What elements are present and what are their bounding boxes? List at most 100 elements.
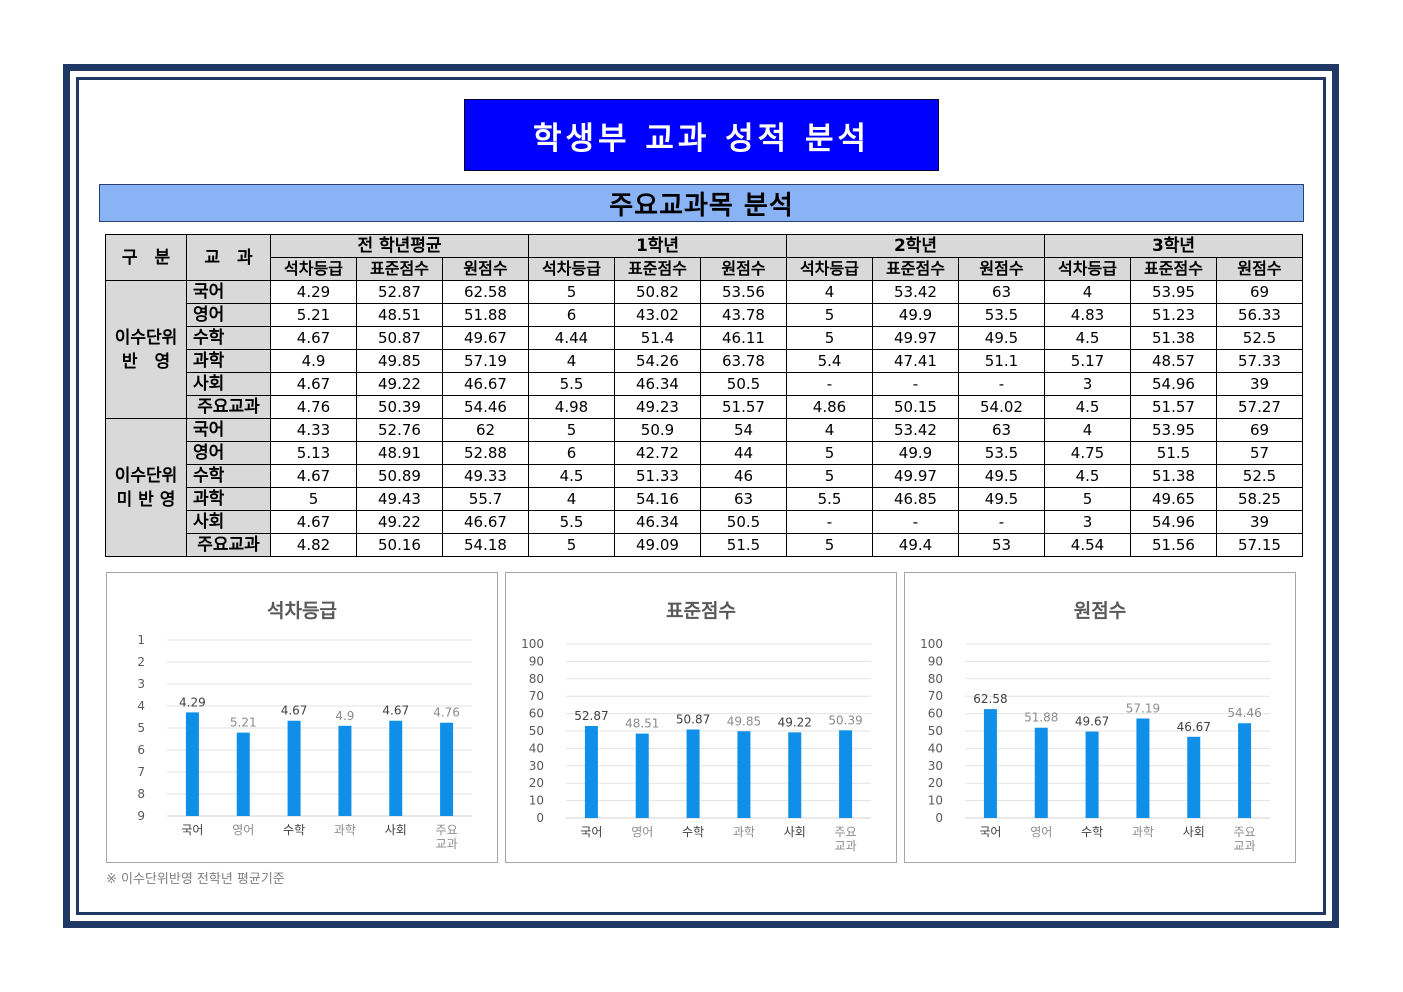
header-metric: 석차등급 (270, 257, 357, 281)
table-cell: 5 (786, 464, 873, 488)
table-cell: 46.67 (442, 510, 529, 534)
table-cell: 49.5 (958, 487, 1045, 511)
table-cell: 4 (1044, 280, 1131, 304)
subject-label: 과학 (186, 487, 271, 511)
x-tick-label: 수학 (682, 825, 704, 839)
subject-label: 수학 (186, 326, 271, 350)
table-cell: 56.33 (1216, 303, 1303, 327)
y-tick-label: 50 (529, 724, 544, 738)
table-cell: 69 (1216, 280, 1303, 304)
table-cell: 69 (1216, 418, 1303, 442)
table-cell: 50.9 (614, 418, 701, 442)
x-tick-label: 주요 (1234, 825, 1256, 839)
table-cell: 51.88 (442, 303, 529, 327)
table-cell: 53.56 (700, 280, 787, 304)
data-label: 4.9 (335, 709, 354, 723)
table-cell: 49.5 (958, 326, 1045, 350)
table-cell: 5.13 (270, 441, 357, 465)
table-cell: 51.56 (1130, 533, 1217, 557)
data-label: 4.76 (433, 706, 460, 720)
table-cell: 63.78 (700, 349, 787, 373)
table-cell: 54.26 (614, 349, 701, 373)
table-cell: 4.98 (528, 395, 615, 419)
table-cell: 57.27 (1216, 395, 1303, 419)
table-cell: 4.33 (270, 418, 357, 442)
table-cell: 4.5 (1044, 326, 1131, 350)
bar (686, 729, 700, 818)
table-cell: 4.9 (270, 349, 357, 373)
header-metric: 석차등급 (1044, 257, 1131, 281)
bar (1034, 727, 1048, 818)
table-cell: 49.85 (356, 349, 443, 373)
table-cell: 51.33 (614, 464, 701, 488)
table-cell: - (872, 510, 959, 534)
page-border-inner (76, 77, 1326, 915)
y-tick-label: 60 (928, 707, 943, 721)
table-cell: 50.89 (356, 464, 443, 488)
data-label: 54.46 (1227, 706, 1261, 720)
bar (1238, 723, 1252, 818)
table-cell: 4.5 (1044, 464, 1131, 488)
table-cell: 42.72 (614, 441, 701, 465)
table-cell: 63 (700, 487, 787, 511)
table-cell: 63 (958, 418, 1045, 442)
table-row: 수학 4.67 50.89 49.33 4.5 51.33 46 5 49.97 49.5 4.5 5… (106, 464, 1303, 488)
table-cell: 50.16 (356, 533, 443, 557)
bar (287, 720, 301, 816)
table-cell: 52.76 (356, 418, 443, 442)
y-tick-label: 40 (529, 741, 544, 755)
chart-title: 석차등급 (267, 600, 337, 622)
table-row: 이수단위 미 반 영 국어 4.33 52.76 62 5 50.9 54 4 53.42 63 4 5… (105, 418, 1303, 557)
header-metric: 표준점수 (356, 257, 443, 281)
table-row: 주요교과 4.76 50.39 54.46 4.98 49.23 51.57 4.86 50.1… (106, 395, 1303, 419)
table-cell: 51.1 (958, 349, 1045, 373)
x-tick-label: 영어 (1030, 825, 1052, 839)
table-cell: 49.4 (872, 533, 959, 557)
y-tick-label: 10 (529, 794, 544, 808)
table-row: 수학 4.67 50.87 49.67 4.44 51.4 46.11 5 49.97 49.5 4… (106, 326, 1303, 350)
table-cell: 4.75 (1044, 441, 1131, 465)
table-cell: 54 (700, 418, 787, 442)
y-tick-label: 80 (529, 672, 544, 686)
data-label: 57.19 (1126, 701, 1160, 715)
table-cell: 49.09 (614, 533, 701, 557)
table-cell: 48.57 (1130, 349, 1217, 373)
x-tick-label: 사회 (1183, 825, 1205, 839)
chart-raw-score-svg: 원점수 0 10 20 30 40 50 60 70 80 90 100 62.58 국어 51.88 영어 4… (920, 600, 1270, 853)
header-group: 구 분 (105, 234, 187, 281)
y-tick-label: 70 (529, 689, 544, 703)
x-tick-label: 교과 (835, 839, 857, 853)
x-tick-label: 과학 (733, 825, 755, 839)
table-row: 영어 5.13 48.91 52.88 6 42.72 44 5 49.9 53.5 4.75 51.… (106, 441, 1303, 465)
table-cell: 54.18 (442, 533, 529, 557)
table-cell: 50.15 (872, 395, 959, 419)
table-cell: 46.34 (614, 372, 701, 396)
table-cell: 4 (786, 280, 873, 304)
subject-label: 과학 (186, 349, 271, 373)
chart-standard-score-svg: 표준점수 0 10 20 30 40 50 60 70 80 90 100 52.87 국어 48.51 영어… (521, 600, 871, 853)
table-cell: 4.5 (1044, 395, 1131, 419)
table-cell: 49.65 (1130, 487, 1217, 511)
y-tick-label: 20 (928, 776, 943, 790)
table-cell: 4 (528, 349, 615, 373)
table-cell: 62.58 (442, 280, 529, 304)
table-cell: 4.86 (786, 395, 873, 419)
table-cell: 4.82 (270, 533, 357, 557)
data-label: 4.29 (179, 695, 206, 709)
header-metric: 표준점수 (614, 257, 701, 281)
table-cell: 54.96 (1130, 510, 1217, 534)
table-row: 주요교과 4.82 50.16 54.18 5 49.09 51.5 5 49.4 53 4.54 5… (106, 533, 1303, 557)
table-cell: 49.33 (442, 464, 529, 488)
header-period: 2학년 (786, 234, 1045, 258)
subject-label: 국어 (186, 418, 271, 442)
table-cell: 54.96 (1130, 372, 1217, 396)
table-cell: 49.97 (872, 326, 959, 350)
table-cell: 5.5 (528, 510, 615, 534)
table-cell: 5.17 (1044, 349, 1131, 373)
table-cell: 50.5 (700, 372, 787, 396)
header-metric: 표준점수 (1130, 257, 1217, 281)
table-cell: 46.34 (614, 510, 701, 534)
table-cell: 43.78 (700, 303, 787, 327)
y-tick-label: 3 (137, 677, 145, 691)
table-cell: 5 (786, 441, 873, 465)
